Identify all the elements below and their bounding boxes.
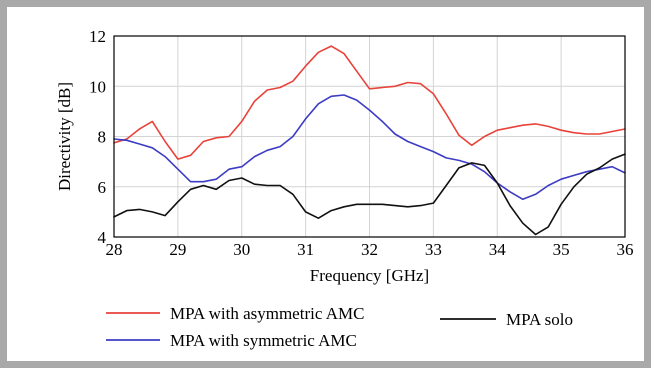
plot-area-border — [113, 35, 626, 238]
legend-label-2: MPA solo — [506, 310, 573, 329]
series-lines — [113, 45, 626, 236]
series-line-0 — [113, 45, 626, 160]
legend-label-1: MPA with symmetric AMC — [170, 331, 357, 350]
series-line-1 — [113, 94, 626, 201]
x-tick-label: 36 — [617, 240, 634, 259]
x-tick-label: 34 — [489, 240, 507, 259]
x-tick-label: 30 — [233, 240, 250, 259]
y-tick-label: 12 — [89, 27, 106, 46]
x-tick-label: 31 — [297, 240, 314, 259]
x-tick-label: 33 — [425, 240, 442, 259]
y-axis-label: Directivity [dB] — [55, 82, 74, 191]
x-tick-label: 35 — [553, 240, 570, 259]
y-tick-label: 10 — [89, 77, 106, 96]
x-tick-label: 28 — [106, 240, 123, 259]
y-tick-label: 6 — [98, 178, 107, 197]
series-line-2 — [113, 153, 626, 236]
x-axis-label: Frequency [GHz] — [310, 266, 429, 285]
legend: MPA with asymmetric AMC MPA with symmetri… — [106, 304, 573, 350]
tick-labels: 28 29 30 31 32 33 34 35 36 4 6 8 10 12 — [89, 27, 634, 259]
x-tick-label: 29 — [169, 240, 186, 259]
y-tick-label: 4 — [98, 228, 107, 247]
grid-lines — [113, 35, 626, 238]
y-tick-label: 8 — [98, 128, 107, 147]
x-tick-label: 32 — [361, 240, 378, 259]
legend-label-0: MPA with asymmetric AMC — [170, 304, 364, 323]
